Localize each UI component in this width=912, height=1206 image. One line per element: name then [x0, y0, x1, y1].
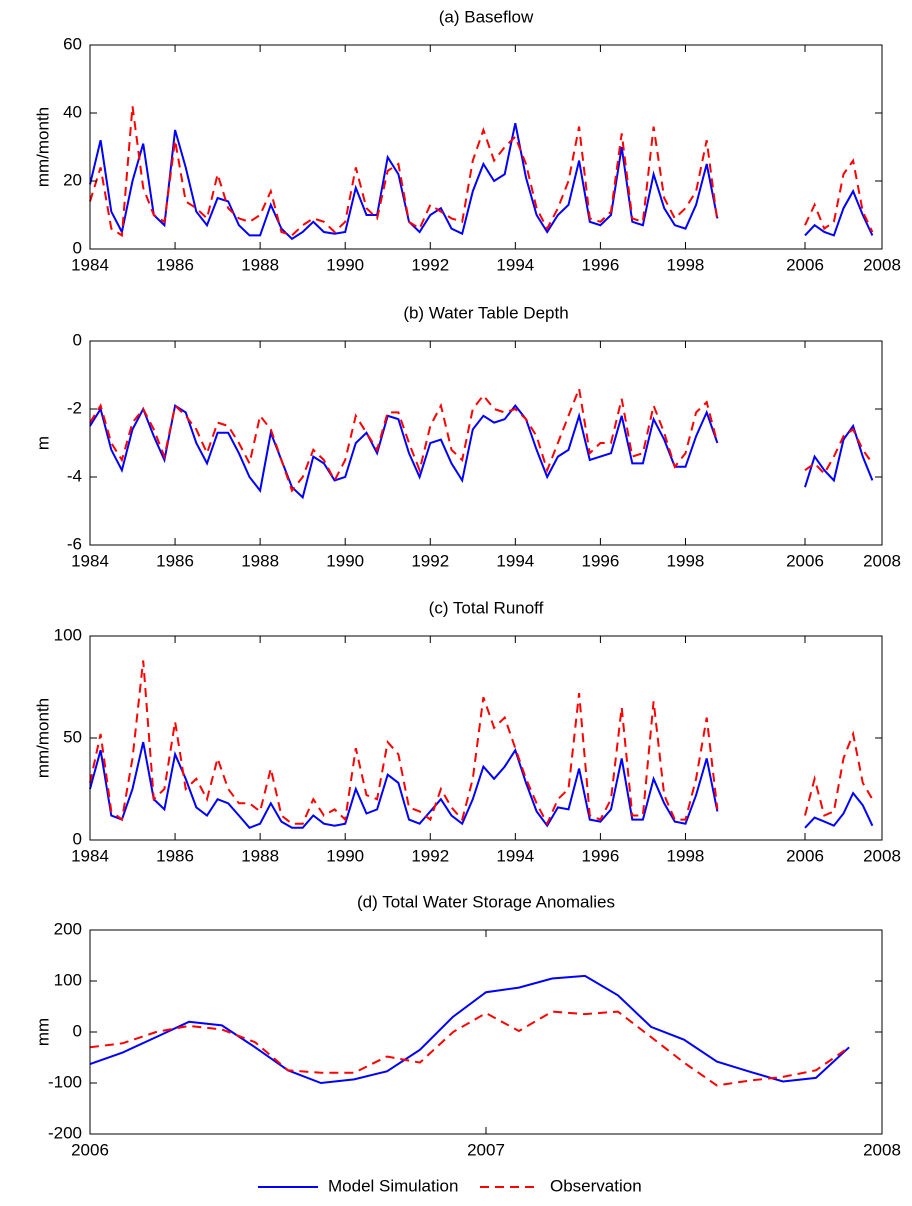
x-tick-label: 2008 [863, 846, 901, 865]
legend-label: Model Simulation [328, 1176, 458, 1195]
series-line [89, 122, 874, 241]
x-tick-label: 1992 [411, 255, 449, 274]
x-tick-label: 2006 [786, 255, 824, 274]
y-tick-label: -6 [67, 534, 82, 553]
x-tick-label: 2008 [863, 255, 901, 274]
y-tick-label: -200 [48, 1123, 82, 1142]
x-tick-label: 1998 [667, 255, 705, 274]
x-tick-label: 2008 [863, 1140, 901, 1159]
legend-label: Observation [550, 1176, 642, 1195]
plot-frame [89, 44, 883, 250]
plot-frame [89, 635, 883, 841]
y-tick-label: 100 [54, 970, 82, 989]
y-tick-label: 0 [73, 330, 82, 349]
x-tick-label: 2006 [786, 551, 824, 570]
y-axis-label: mm/month [33, 698, 52, 778]
y-tick-label: -2 [67, 398, 82, 417]
x-tick-label: 1998 [667, 846, 705, 865]
y-tick-label: 100 [54, 625, 82, 644]
y-tick-label: 0 [73, 238, 82, 257]
x-tick-label: 1984 [71, 846, 109, 865]
x-tick-label: 2007 [467, 1140, 505, 1159]
x-tick-label: 1984 [71, 255, 109, 274]
y-tick-label: 60 [63, 34, 82, 53]
y-tick-label: 50 [63, 727, 82, 746]
x-tick-label: 1996 [581, 255, 619, 274]
x-tick-label: 1998 [667, 551, 705, 570]
x-tick-label: 1988 [241, 551, 279, 570]
x-tick-label: 1996 [581, 846, 619, 865]
x-tick-label: 1994 [496, 255, 534, 274]
x-tick-label: 1992 [411, 846, 449, 865]
y-tick-label: 0 [73, 829, 82, 848]
series-line [89, 741, 874, 829]
x-tick-label: 1990 [326, 551, 364, 570]
y-tick-label: 0 [73, 1021, 82, 1040]
x-tick-label: 1986 [156, 551, 194, 570]
x-tick-label: 2006 [786, 846, 824, 865]
x-tick-label: 2008 [863, 551, 901, 570]
series-line [89, 384, 874, 493]
y-axis-label: m [33, 436, 52, 450]
y-tick-label: -100 [48, 1072, 82, 1091]
y-axis-label: mm [33, 1018, 52, 1046]
panel-title: (d) Total Water Storage Anomalies [357, 892, 615, 911]
x-tick-label: 1986 [156, 846, 194, 865]
series-line [89, 974, 850, 1085]
y-tick-label: 40 [63, 102, 82, 121]
x-tick-label: 1994 [496, 551, 534, 570]
y-axis-label: mm/month [33, 107, 52, 187]
y-tick-label: 200 [54, 919, 82, 938]
x-tick-label: 1990 [326, 255, 364, 274]
panel-title: (c) Total Runoff [429, 598, 544, 617]
y-tick-label: -4 [67, 466, 82, 485]
panel-title: (a) Baseflow [439, 7, 534, 26]
plot-frame [89, 340, 883, 546]
panel-title: (b) Water Table Depth [403, 303, 568, 322]
x-tick-label: 1992 [411, 551, 449, 570]
y-tick-label: 20 [63, 170, 82, 189]
series-line [89, 660, 874, 827]
x-tick-label: 1994 [496, 846, 534, 865]
series-line [89, 403, 874, 500]
x-tick-label: 1988 [241, 255, 279, 274]
x-tick-label: 1986 [156, 255, 194, 274]
x-tick-label: 1988 [241, 846, 279, 865]
x-tick-label: 1984 [71, 551, 109, 570]
series-line [89, 106, 874, 238]
x-tick-label: 1996 [581, 551, 619, 570]
plot-frame [89, 929, 883, 1135]
x-tick-label: 2006 [71, 1140, 109, 1159]
x-tick-label: 1990 [326, 846, 364, 865]
